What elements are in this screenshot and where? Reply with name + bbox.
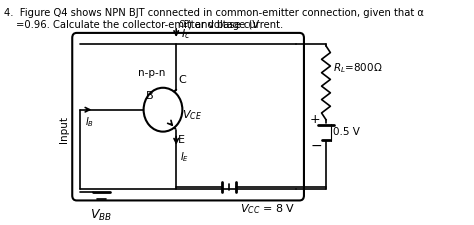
Text: $V_{CE}$: $V_{CE}$: [182, 108, 202, 122]
Text: $I_B$: $I_B$: [85, 115, 94, 128]
Text: n-p-n: n-p-n: [138, 68, 165, 78]
Text: =0.96. Calculate the collector-emitter voltage (V: =0.96. Calculate the collector-emitter v…: [16, 20, 259, 30]
Text: ) and base current.: ) and base current.: [188, 20, 283, 30]
Text: E: E: [178, 135, 185, 145]
Text: $I_c$: $I_c$: [181, 27, 190, 41]
Text: −: −: [310, 139, 322, 153]
Text: $V_{BB}$: $V_{BB}$: [91, 208, 112, 223]
Circle shape: [144, 88, 182, 132]
Text: $V_{CC}$ = 8 V: $V_{CC}$ = 8 V: [240, 202, 295, 216]
Text: 4.  Figure Q4 shows NPN BJT connected in common-emitter connection, given that α: 4. Figure Q4 shows NPN BJT connected in …: [4, 8, 424, 18]
Text: B: B: [146, 91, 154, 101]
Text: +: +: [310, 113, 321, 126]
FancyBboxPatch shape: [72, 33, 304, 200]
Text: $I_E$: $I_E$: [180, 151, 189, 164]
Text: CE: CE: [179, 20, 189, 29]
Text: Input: Input: [59, 116, 69, 143]
Text: C: C: [179, 75, 187, 85]
Text: 0.5 V: 0.5 V: [333, 127, 360, 137]
Text: $R_L$=800$\Omega$: $R_L$=800$\Omega$: [333, 61, 383, 75]
